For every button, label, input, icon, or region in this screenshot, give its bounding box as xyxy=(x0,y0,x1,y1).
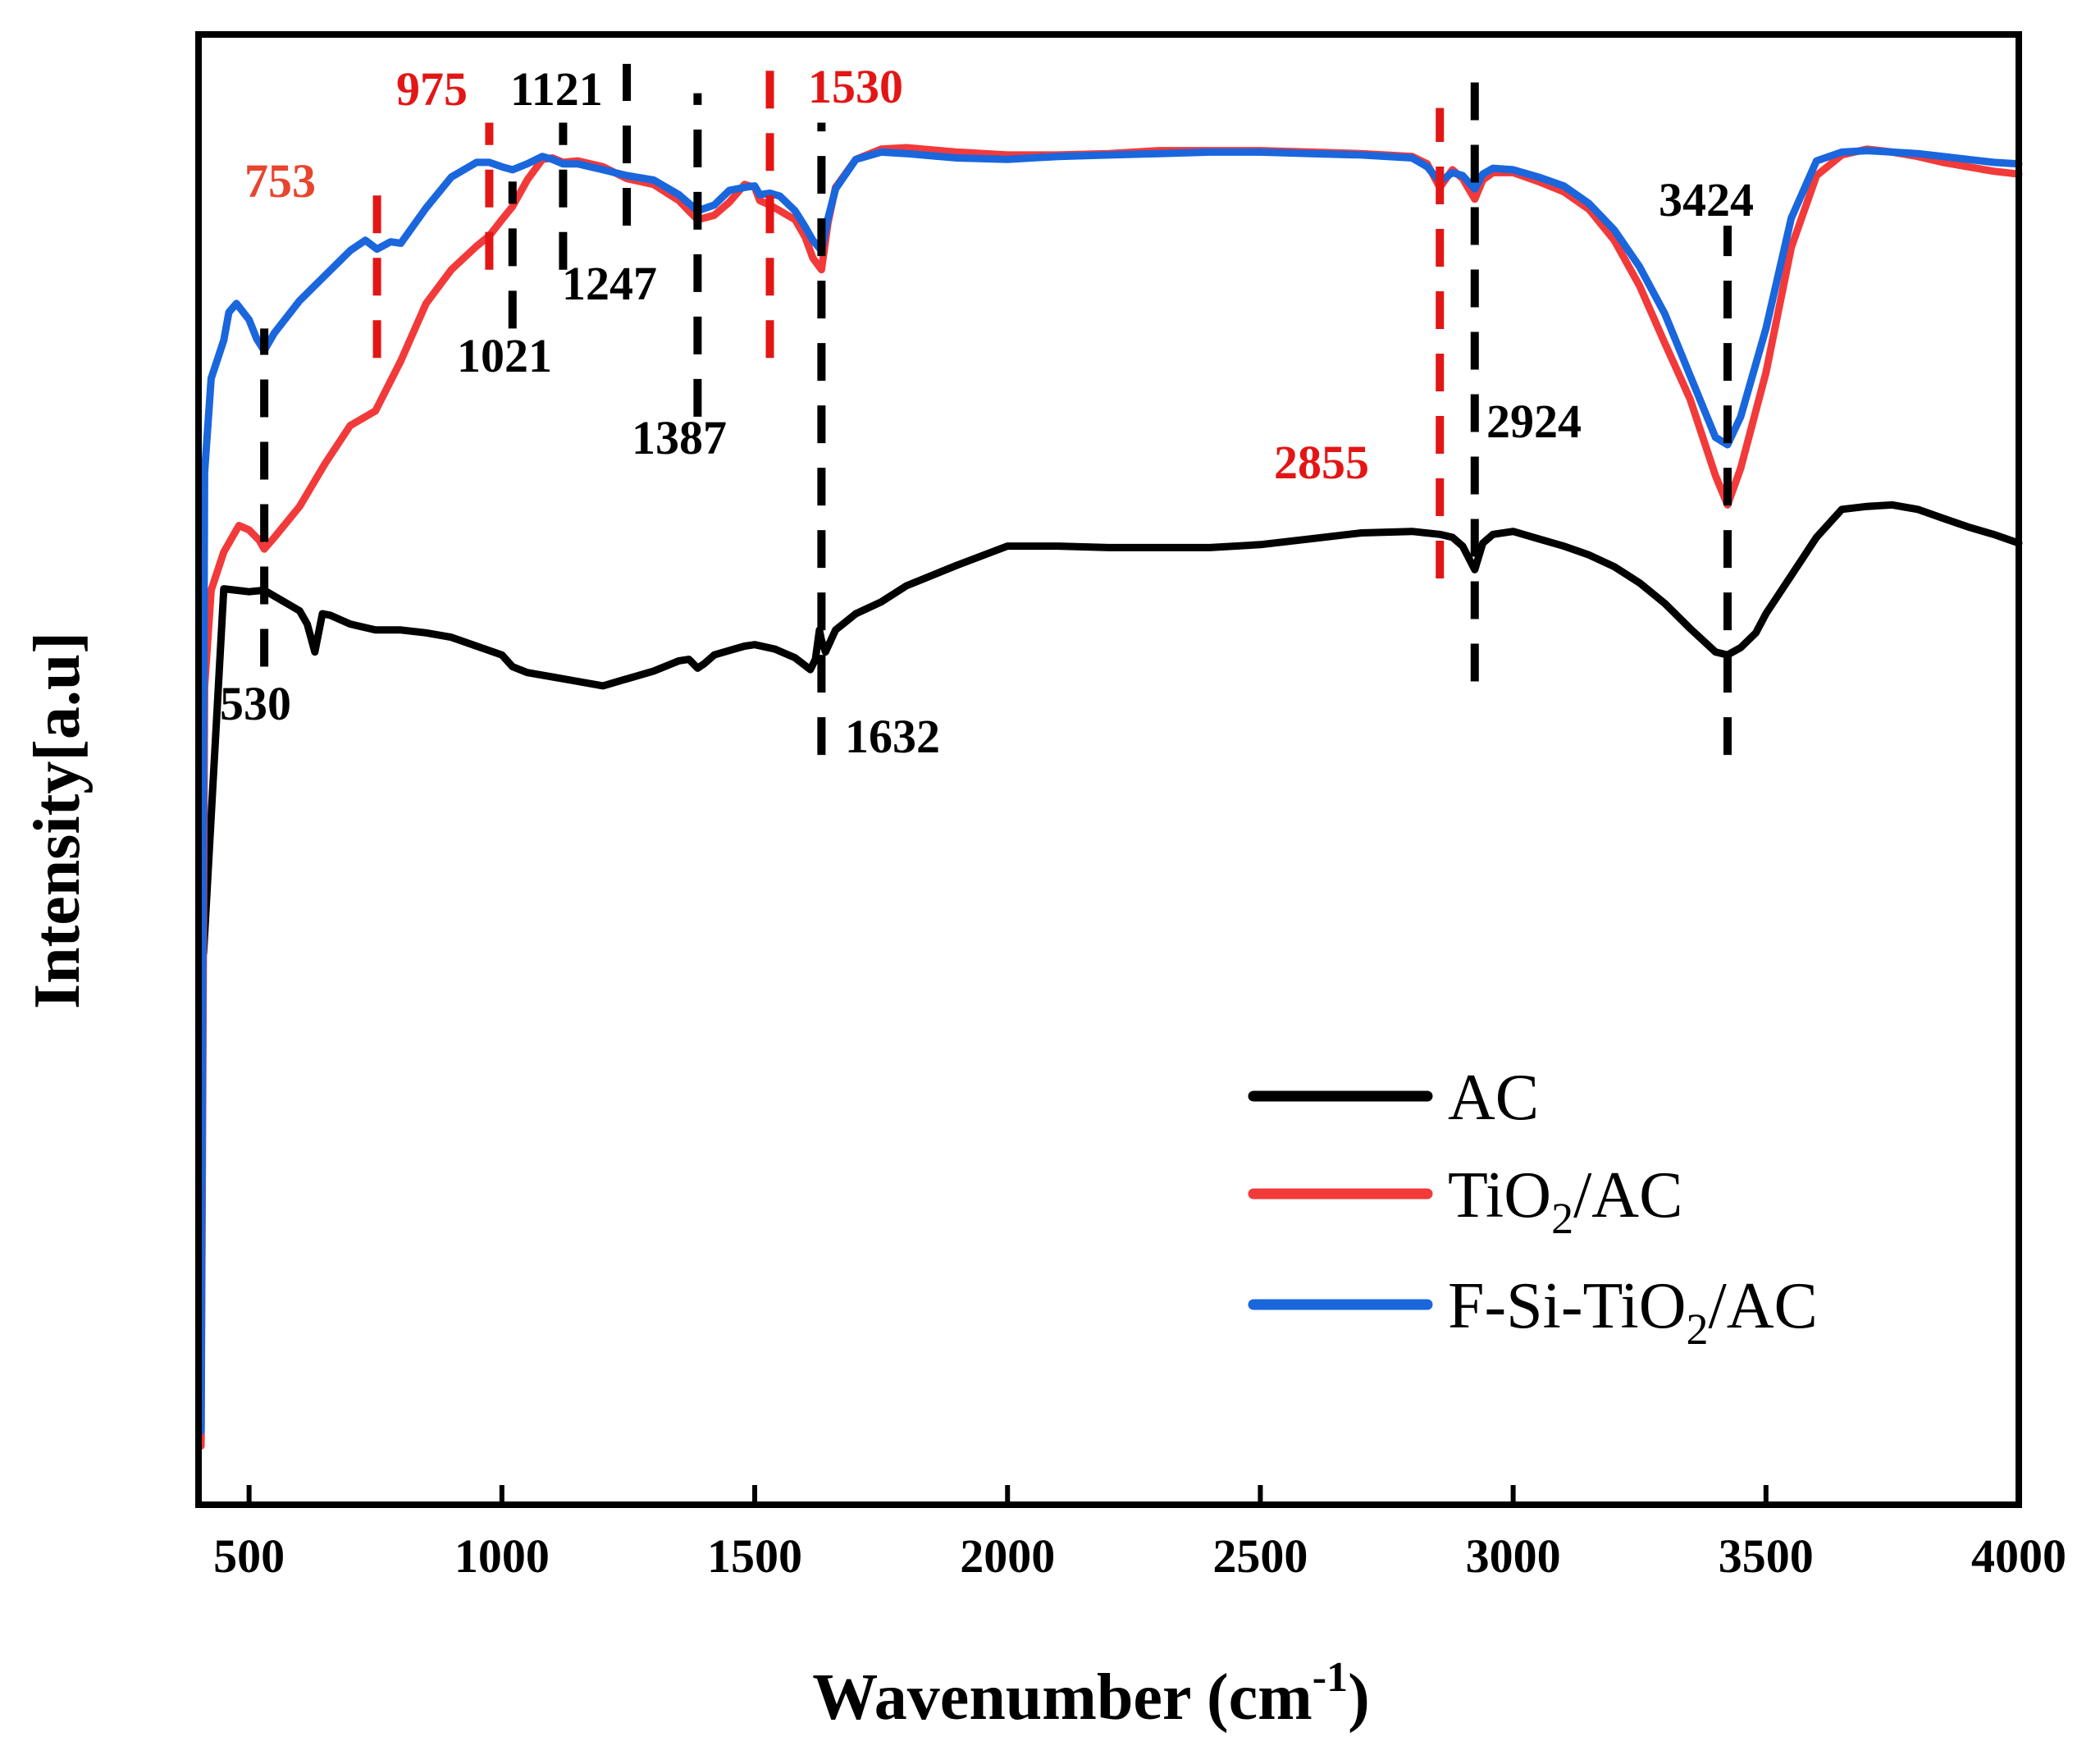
series-line-0 xyxy=(199,500,2023,957)
legend-label-2: F-Si-TiO2/AC xyxy=(1448,1270,1818,1354)
annotation-753: 753 xyxy=(244,154,316,208)
legend-label-0: AC xyxy=(1448,1062,1539,1134)
x-tick-label-1000: 1000 xyxy=(454,1529,550,1583)
annotation-2855: 2855 xyxy=(1274,436,1369,489)
annotation-3424: 3424 xyxy=(1659,173,1754,226)
y-axis-title: Intensity[a.u] xyxy=(21,632,94,1009)
annotation-2924: 2924 xyxy=(1486,395,1582,448)
annotation-1632: 1632 xyxy=(845,710,940,763)
annotation-975: 975 xyxy=(396,62,468,116)
x-axis-title-main: Wavenumber (cm xyxy=(812,1661,1312,1734)
x-tick-label-500: 500 xyxy=(213,1529,285,1583)
x-axis-title-superscript: -1 xyxy=(1312,1654,1348,1701)
plot-frame xyxy=(195,31,2022,1508)
x-tick-label-3500: 3500 xyxy=(1719,1529,1814,1583)
annotation-1247: 1247 xyxy=(562,257,657,310)
annotation-1121: 1121 xyxy=(510,62,603,116)
annotation-1021: 1021 xyxy=(457,329,552,382)
x-axis-title-close: ) xyxy=(1348,1661,1370,1734)
x-tick-label-2500: 2500 xyxy=(1212,1529,1308,1583)
x-tick-label-4000: 4000 xyxy=(1971,1529,2066,1583)
legend-label-1: TiO2/AC xyxy=(1448,1159,1682,1243)
x-tick-label-3000: 3000 xyxy=(1466,1529,1561,1583)
marker-lines-layer xyxy=(260,63,1732,756)
annotation-530: 530 xyxy=(220,677,291,730)
x-axis-title: Wavenumber (cm-1) xyxy=(812,1654,1370,1734)
x-tick-label-2000: 2000 xyxy=(960,1529,1055,1583)
legend: AC TiO2/AC F-Si-TiO2/AC xyxy=(1248,1062,1818,1354)
x-tick-label-1500: 1500 xyxy=(707,1529,802,1583)
x-axis-ticks: 500 1000 1500 2000 2500 3000 3500 4000 xyxy=(213,1485,2066,1583)
annotation-1387: 1387 xyxy=(632,411,727,464)
annotation-1530: 1530 xyxy=(808,60,903,113)
